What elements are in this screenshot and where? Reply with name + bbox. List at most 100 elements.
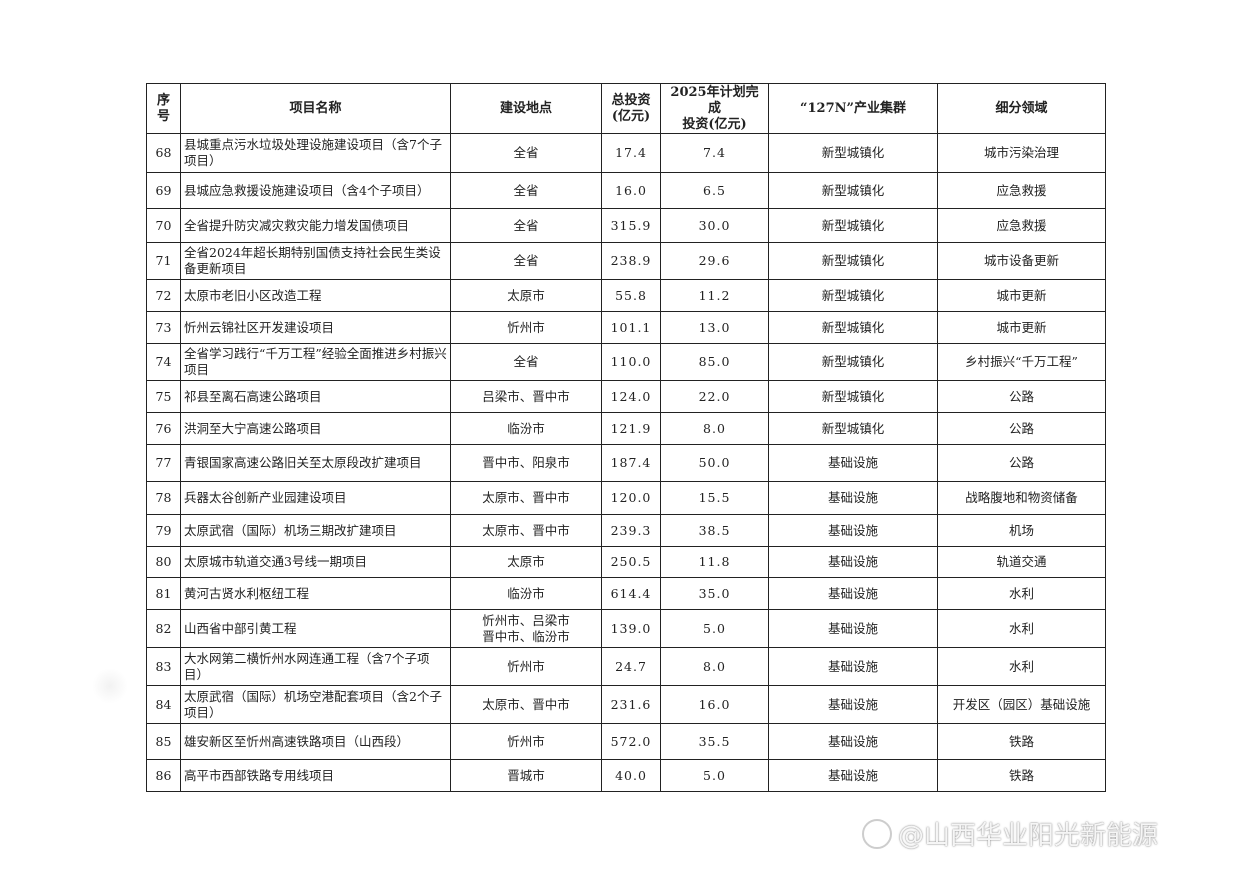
plan-2025-investment: 5.0 bbox=[660, 759, 769, 792]
watermark-logo-icon bbox=[862, 818, 892, 849]
plan-2025-investment: 6.5 bbox=[660, 172, 769, 209]
row-number: 86 bbox=[146, 759, 181, 792]
header-name: 项目名称 bbox=[180, 83, 451, 134]
project-name: 雄安新区至忻州高速铁路项目（山西段） bbox=[180, 723, 451, 760]
sub-field: 水利 bbox=[937, 647, 1106, 686]
table-row: 74 全省学习践行“千万工程”经验全面推进乡村振兴项目 全省 110.0 85.0 新型城… bbox=[146, 343, 1106, 381]
scan-smudge bbox=[92, 668, 128, 704]
plan-2025-investment: 13.0 bbox=[660, 311, 769, 344]
row-number: 84 bbox=[146, 685, 181, 724]
total-investment: 139.0 bbox=[601, 609, 661, 648]
table-row: 79 太原武宿（国际）机场三期改扩建项目 太原市、晋中市 239.3 38.5 基础设施机… bbox=[146, 514, 1106, 547]
plan-2025-investment: 35.0 bbox=[660, 577, 769, 610]
row-number: 78 bbox=[146, 481, 181, 515]
row-number: 77 bbox=[146, 444, 181, 482]
row-number: 80 bbox=[146, 546, 181, 578]
table-row: 84 太原武宿（国际）机场空港配套项目（含2个子项目） 太原市、晋中市 231.6 16… bbox=[146, 685, 1106, 724]
header-total-investment: 总投资(亿元) bbox=[601, 83, 661, 134]
industry-cluster: 基础设施 bbox=[768, 546, 938, 578]
total-investment: 55.8 bbox=[601, 279, 661, 312]
industry-cluster: 新型城镇化 bbox=[768, 279, 938, 312]
industry-cluster: 基础设施 bbox=[768, 723, 938, 760]
sub-field: 轨道交通 bbox=[937, 546, 1106, 578]
table-row: 80 太原城市轨道交通3号线一期项目 太原市 250.5 11.8 基础设施 轨道交通 bbox=[146, 546, 1106, 578]
total-investment: 17.4 bbox=[601, 133, 661, 173]
location: 晋中市、阳泉市 bbox=[450, 444, 602, 482]
row-number: 82 bbox=[146, 609, 181, 648]
location: 全省 bbox=[450, 208, 602, 243]
location: 忻州市 bbox=[450, 647, 602, 686]
plan-2025-investment: 16.0 bbox=[660, 685, 769, 724]
sub-field: 机场 bbox=[937, 514, 1106, 547]
sub-field: 乡村振兴“千万工程” bbox=[937, 343, 1106, 381]
plan-2025-investment: 38.5 bbox=[660, 514, 769, 547]
total-investment: 238.9 bbox=[601, 242, 661, 280]
sub-field: 公路 bbox=[937, 412, 1106, 445]
industry-cluster: 新型城镇化 bbox=[768, 380, 938, 413]
project-name: 太原城市轨道交通3号线一期项目 bbox=[180, 546, 451, 578]
table-row: 76 洪洞至大宁高速公路项目 临汾市 121.9 8.0 新型城镇化 公路 bbox=[146, 412, 1106, 445]
table-row: 85 雄安新区至忻州高速铁路项目（山西段） 忻州市 572.0 35.5 基础设施 铁路 bbox=[146, 723, 1106, 760]
total-investment: 315.9 bbox=[601, 208, 661, 243]
row-number: 85 bbox=[146, 723, 181, 760]
row-number: 69 bbox=[146, 172, 181, 209]
location: 太原市、晋中市 bbox=[450, 481, 602, 515]
header-field: 细分领域 bbox=[937, 83, 1106, 134]
table-row: 70 全省提升防灾减灾救灾能力增发国债项目 全省 315.9 30.0 新型城镇化 应急救援 bbox=[146, 208, 1106, 243]
sub-field: 城市更新 bbox=[937, 311, 1106, 344]
project-name: 洪洞至大宁高速公路项目 bbox=[180, 412, 451, 445]
plan-2025-investment: 29.6 bbox=[660, 242, 769, 280]
plan-2025-investment: 15.5 bbox=[660, 481, 769, 515]
plan-2025-investment: 11.2 bbox=[660, 279, 769, 312]
total-investment: 572.0 bbox=[601, 723, 661, 760]
sub-field: 应急救援 bbox=[937, 208, 1106, 243]
total-investment: 614.4 bbox=[601, 577, 661, 610]
project-name: 县城应急救援设施建设项目（含4个子项目） bbox=[180, 172, 451, 209]
location: 太原市、晋中市 bbox=[450, 514, 602, 547]
industry-cluster: 基础设施 bbox=[768, 685, 938, 724]
row-number: 75 bbox=[146, 380, 181, 413]
project-name: 山西省中部引黄工程 bbox=[180, 609, 451, 648]
sub-field: 城市污染治理 bbox=[937, 133, 1106, 173]
industry-cluster: 基础设施 bbox=[768, 577, 938, 610]
total-investment: 24.7 bbox=[601, 647, 661, 686]
project-name: 全省2024年超长期特别国债支持社会民生类设备更新项目 bbox=[180, 242, 451, 280]
total-investment: 16.0 bbox=[601, 172, 661, 209]
location: 全省 bbox=[450, 343, 602, 381]
plan-2025-investment: 8.0 bbox=[660, 412, 769, 445]
table-row: 78 兵器太谷创新产业园建设项目 太原市、晋中市 120.0 15.5 基础设施 战略腹地和… bbox=[146, 481, 1106, 515]
industry-cluster: 基础设施 bbox=[768, 647, 938, 686]
sub-field: 铁路 bbox=[937, 759, 1106, 792]
table-row: 82 山西省中部引黄工程 忻州市、吕梁市 晋中市、临汾市 139.0 5.0 基础设施 水利 bbox=[146, 609, 1106, 648]
watermark-text: @山西华业阳光新能源 bbox=[898, 821, 1159, 851]
location: 太原市 bbox=[450, 546, 602, 578]
industry-cluster: 基础设施 bbox=[768, 609, 938, 648]
project-name: 全省学习践行“千万工程”经验全面推进乡村振兴项目 bbox=[180, 343, 451, 381]
project-name: 大水网第二横忻州水网连通工程（含7个子项目） bbox=[180, 647, 451, 686]
location: 临汾市 bbox=[450, 577, 602, 610]
sub-field: 公路 bbox=[937, 380, 1106, 413]
project-name: 高平市西部铁路专用线项目 bbox=[180, 759, 451, 792]
row-number: 70 bbox=[146, 208, 181, 243]
total-investment: 187.4 bbox=[601, 444, 661, 482]
table-row: 68 县城重点污水垃圾处理设施建设项目（含7个子项目） 全省 17.4 7.4 新型城镇化… bbox=[146, 133, 1106, 173]
total-investment: 121.9 bbox=[601, 412, 661, 445]
plan-2025-investment: 7.4 bbox=[660, 133, 769, 173]
location: 全省 bbox=[450, 242, 602, 280]
sub-field: 城市设备更新 bbox=[937, 242, 1106, 280]
project-name: 全省提升防灾减灾救灾能力增发国债项目 bbox=[180, 208, 451, 243]
location: 临汾市 bbox=[450, 412, 602, 445]
industry-cluster: 新型城镇化 bbox=[768, 208, 938, 243]
industry-cluster: 基础设施 bbox=[768, 444, 938, 482]
row-number: 72 bbox=[146, 279, 181, 312]
row-number: 81 bbox=[146, 577, 181, 610]
sub-field: 应急救援 bbox=[937, 172, 1106, 209]
row-number: 74 bbox=[146, 343, 181, 381]
project-name: 兵器太谷创新产业园建设项目 bbox=[180, 481, 451, 515]
location: 全省 bbox=[450, 172, 602, 209]
header-cluster: “127N”产业集群 bbox=[768, 83, 938, 134]
industry-cluster: 基础设施 bbox=[768, 481, 938, 515]
table-row: 69 县城应急救援设施建设项目（含4个子项目） 全省 16.0 6.5 新型城镇化 应急救援 bbox=[146, 172, 1106, 209]
industry-cluster: 基础设施 bbox=[768, 514, 938, 547]
header-row: 序号 项目名称 建设地点 总投资(亿元) 2025年计划完成 投资(亿元) “12… bbox=[146, 83, 1106, 134]
